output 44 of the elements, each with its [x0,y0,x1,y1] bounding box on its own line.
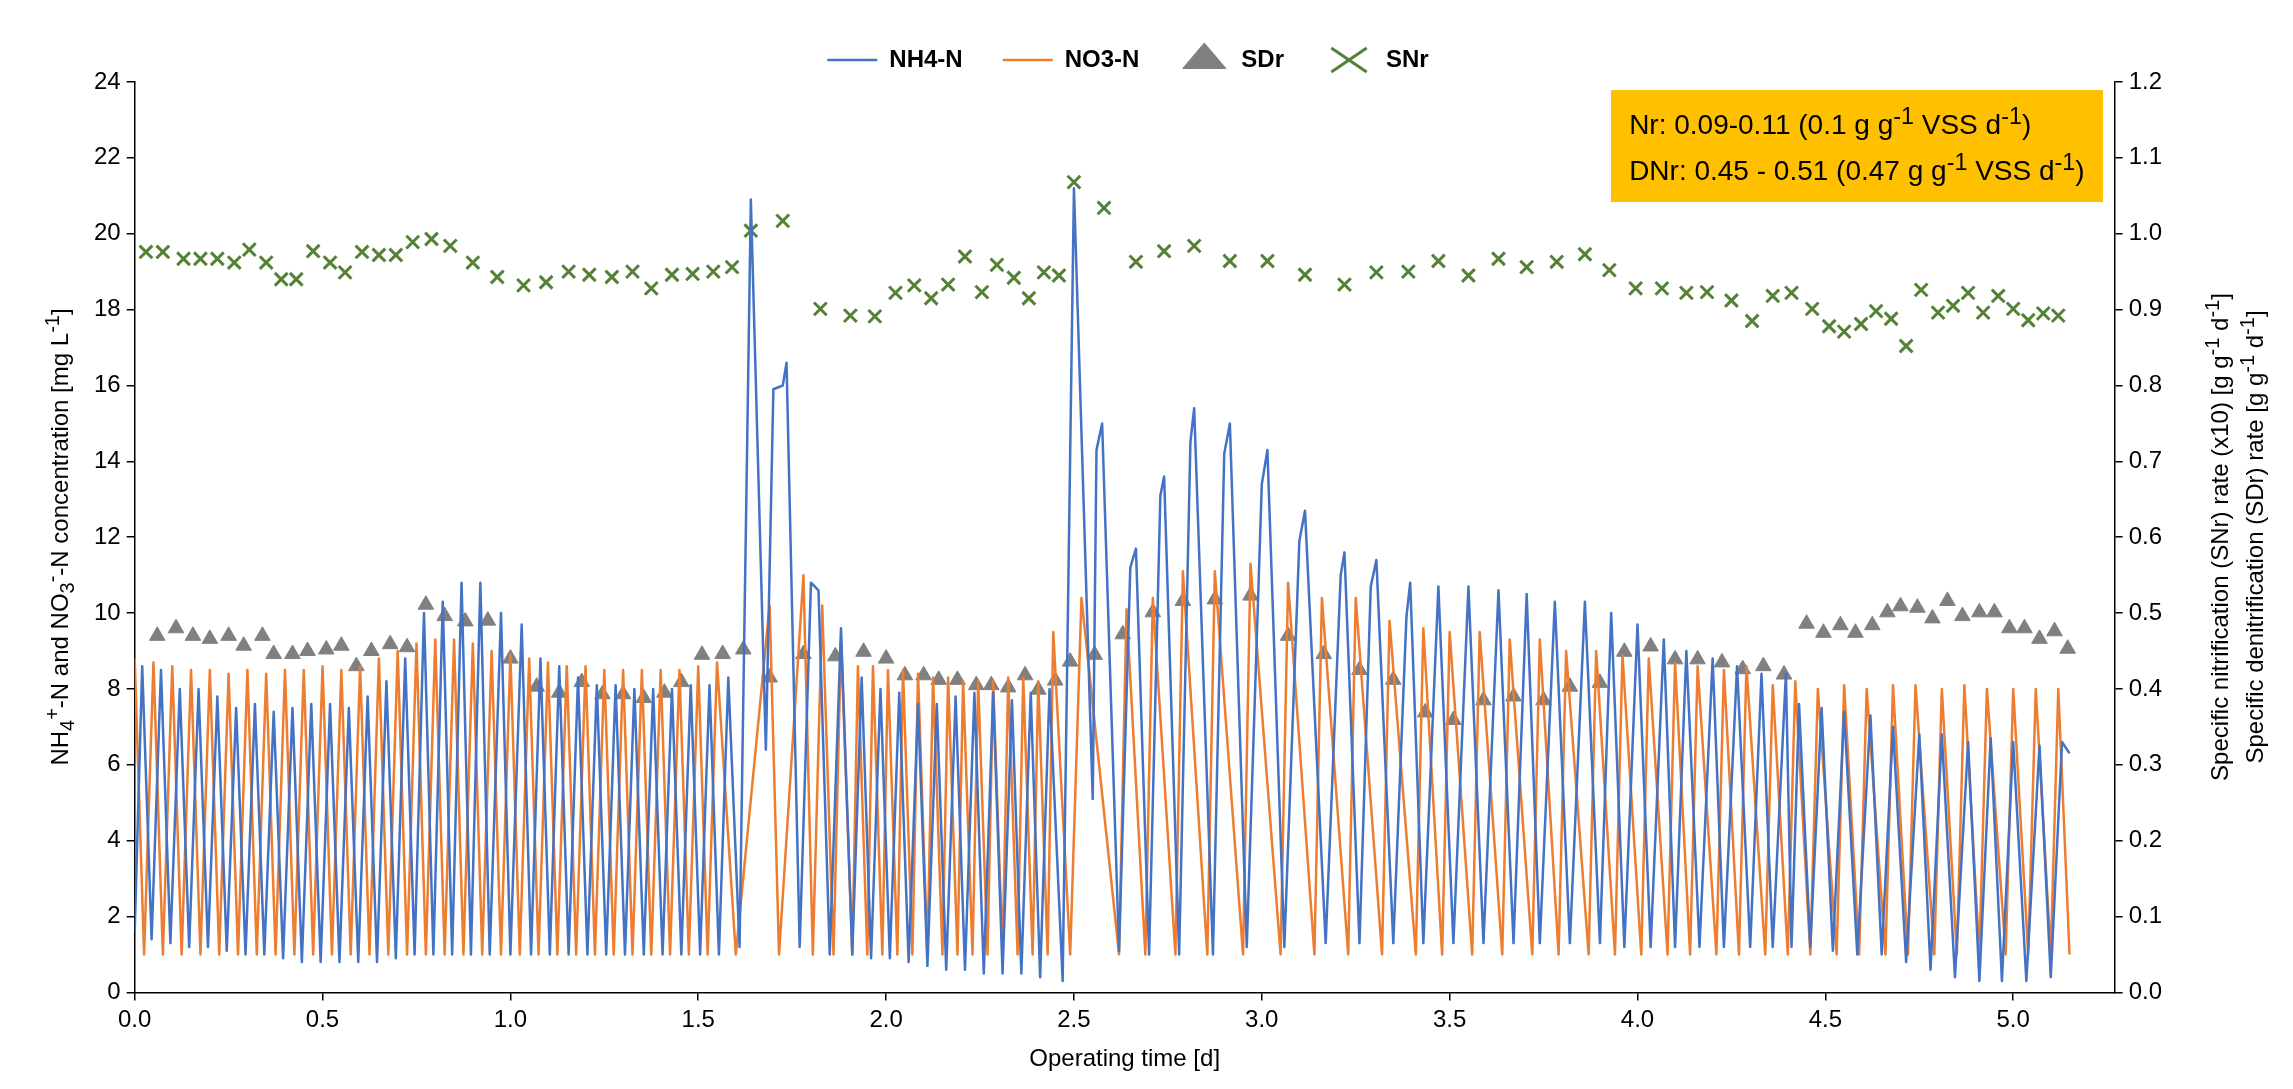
y2-tick-label: 0.1 [2128,901,2163,929]
y-tick-label: 18 [93,294,121,322]
annotation: Nr: 0.09-0.11 (0.1 g g$^{-1}$ VSS d$^{-1}$) [1629,102,2033,143]
y2-tick-label: 0.8 [2128,370,2163,398]
x-tick-label: 4.5 [1808,1005,1843,1033]
y-tick-label: 6 [107,749,121,777]
y2-tick-label: 0.0 [2128,977,2163,1005]
y2-tick-label: 1.2 [2128,66,2163,94]
y-tick-label: 4 [107,825,121,853]
y-tick-label: 22 [93,142,121,170]
y2-tick-label: 0.4 [2128,673,2163,701]
y2-tick-label: 0.9 [2128,294,2163,322]
y-tick-label: 0 [107,977,121,1005]
y2-tick-label: 0.6 [2128,521,2163,549]
y2-tick-label: 0.2 [2128,825,2163,853]
x-tick-label: 2.5 [1057,1005,1091,1033]
x-tick-label: 1.5 [681,1005,715,1033]
y-tick-label: 20 [93,218,121,246]
x-tick-label: 2.0 [869,1005,903,1033]
y2-tick-label: 1.1 [2128,142,2163,170]
x-tick-label: 4.0 [1620,1005,1655,1033]
x-tick-label: 3.0 [1245,1005,1279,1033]
y-tick-label: 14 [93,445,121,473]
y2-tick-label: 1.0 [2128,218,2163,246]
y2-tick-label: 0.5 [2128,597,2163,625]
legend-label: NH4-N [889,44,963,72]
y-tick-label: 24 [93,66,121,94]
x-axis-title: Operating time [d] [1029,1044,1221,1072]
legend-label: SNr [1386,44,1429,72]
y-tick-label: 16 [93,370,121,398]
legend-label: SDr [1241,44,1285,72]
y-tick-label: 12 [93,521,121,549]
x-tick-label: 3.5 [1432,1005,1467,1033]
legend-label: NO3-N [1064,44,1140,72]
annotation: DNr: 0.45 - 0.51 (0.47 g g$^{-1}$ VSS d$^{-1}$) [1629,147,2085,189]
x-tick-label: 0.0 [118,1005,152,1033]
y2-tick-label: 0.7 [2128,445,2163,473]
y-tick-label: 10 [93,597,121,625]
y-tick-label: 2 [107,901,121,929]
x-tick-label: 1.0 [493,1005,528,1033]
x-tick-label: 5.0 [1996,1005,2030,1033]
y-tick-label: 8 [107,673,121,701]
x-tick-label: 0.5 [305,1005,340,1033]
y2-tick-label: 0.3 [2128,749,2163,777]
